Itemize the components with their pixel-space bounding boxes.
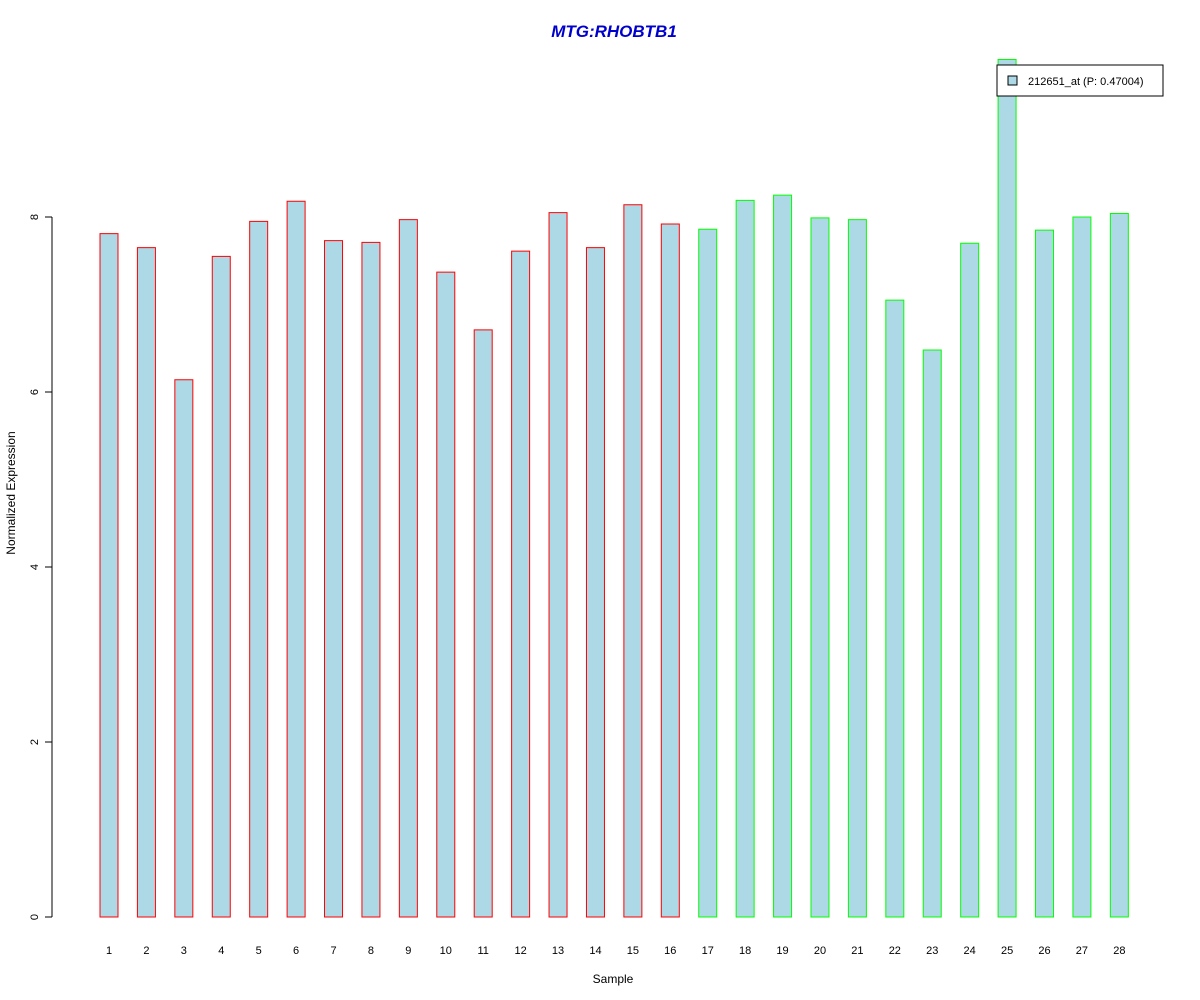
bar (473, 329, 493, 918)
bar (997, 59, 1017, 918)
bars-group (99, 59, 1129, 918)
x-tick-label: 18 (739, 945, 751, 957)
y-tick-label: 8 (29, 214, 41, 220)
bar (1035, 229, 1054, 918)
bar (511, 250, 531, 918)
x-tick-label: 25 (1001, 945, 1013, 957)
y-axis: 0 2 4 6 8 (29, 214, 53, 920)
bar (436, 271, 456, 918)
x-tick-label: 15 (627, 945, 639, 957)
bar (324, 240, 344, 918)
x-tick-label: 3 (181, 945, 187, 957)
bar (885, 299, 905, 918)
bar (698, 228, 718, 918)
x-tick-label: 7 (330, 945, 336, 957)
x-tick-label: 5 (256, 945, 262, 957)
x-tick-label: 10 (440, 945, 452, 957)
x-tick-label: 26 (1038, 945, 1050, 957)
x-tick-label: 19 (776, 945, 788, 957)
y-tick-label: 6 (29, 389, 41, 395)
bar (548, 212, 568, 918)
x-tick-label: 9 (405, 945, 411, 957)
legend-box (996, 64, 1164, 97)
bar (623, 204, 643, 918)
x-tick-label: 16 (664, 945, 676, 957)
legend-swatch (1007, 75, 1018, 86)
bar (922, 349, 942, 918)
x-tick-label: 13 (552, 945, 564, 957)
bar (286, 200, 306, 918)
legend-label: 212651_at (P: 0.47004) (1028, 76, 1144, 88)
bar (136, 247, 156, 918)
x-tick-label: 21 (851, 945, 863, 957)
bar (398, 219, 418, 918)
x-tick-label: 24 (964, 945, 976, 957)
legend: 212651_at (P: 0.47004) (996, 64, 1164, 97)
x-tick-labels: 1 2 3 4 5 6 7 8 9 10 11 12 13 14 15 16 17 18 19 20 21 22 23 24 2… (106, 945, 1126, 957)
y-tick-label: 0 (29, 914, 41, 920)
x-axis-label: Sample (593, 972, 634, 986)
x-tick-label: 1 (106, 945, 112, 957)
x-tick-label: 14 (589, 945, 601, 957)
y-tick-label: 2 (29, 739, 41, 745)
bar (1109, 213, 1129, 918)
y-axis-label: Normalized Expression (4, 431, 18, 554)
x-tick-label: 28 (1113, 945, 1125, 957)
bar (361, 241, 381, 918)
x-tick-label: 17 (702, 945, 714, 957)
x-tick-label: 20 (814, 945, 826, 957)
bar (810, 217, 830, 918)
chart-title: MTG:RHOBTB1 (551, 22, 677, 41)
bar (585, 247, 605, 918)
bar (660, 223, 680, 918)
x-tick-label: 4 (218, 945, 224, 957)
x-tick-label: 2 (143, 945, 149, 957)
bar (211, 255, 231, 918)
x-tick-label: 6 (293, 945, 299, 957)
x-tick-label: 8 (368, 945, 374, 957)
bar (1072, 216, 1092, 918)
bar (773, 194, 793, 918)
x-tick-label: 27 (1076, 945, 1088, 957)
bar (99, 233, 119, 918)
y-tick-label: 4 (29, 564, 41, 570)
bar (735, 199, 755, 918)
x-tick-label: 11 (477, 945, 488, 957)
x-tick-label: 22 (889, 945, 901, 957)
bar (960, 242, 980, 918)
bar (249, 220, 269, 918)
bar (847, 219, 867, 918)
x-tick-label: 12 (514, 945, 526, 957)
bar (174, 379, 194, 918)
x-tick-label: 23 (926, 945, 938, 957)
